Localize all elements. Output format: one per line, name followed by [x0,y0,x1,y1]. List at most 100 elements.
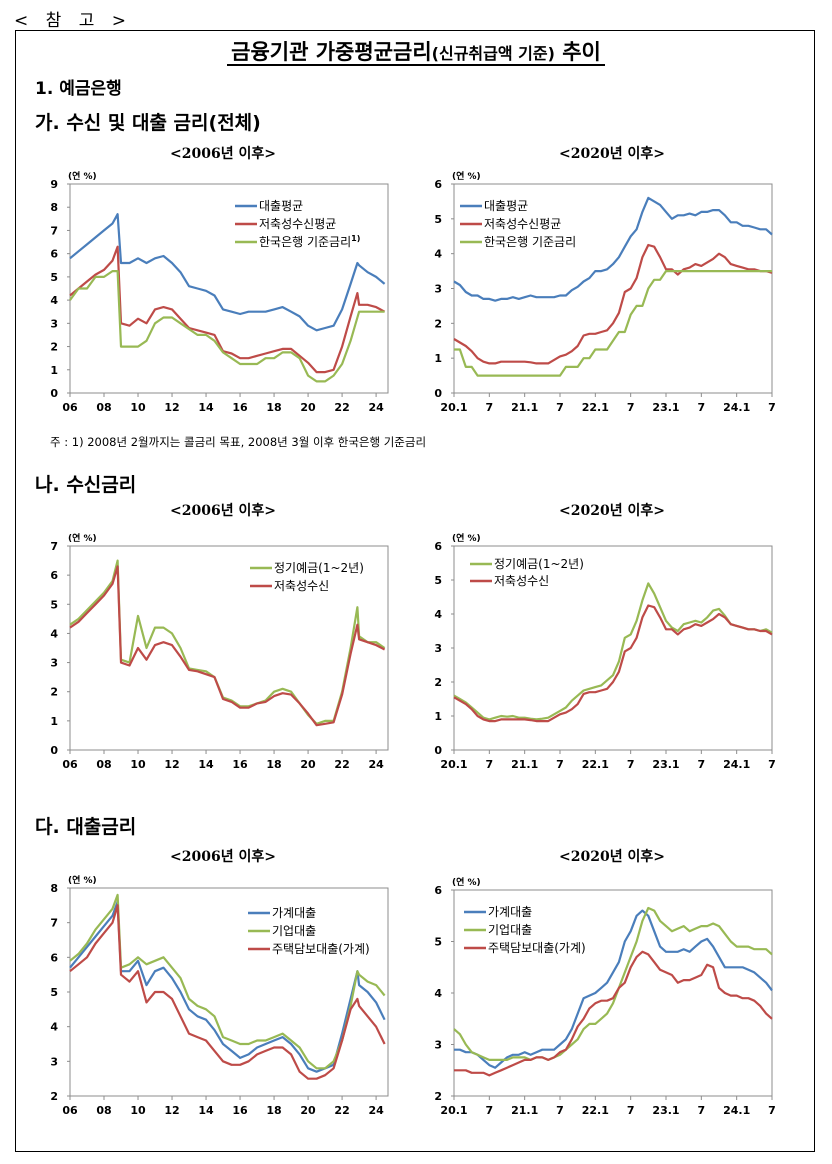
x-tick-label: 21.1 [511,401,538,414]
x-tick-label: 22.1 [582,758,609,771]
x-tick-label: 10 [130,1104,146,1117]
legend-label: 정기예금(1~2년) [494,557,584,571]
series-line-2 [69,565,386,727]
y-tick-label: 0 [50,744,58,757]
y-tick-label: 4 [434,248,442,261]
x-tick-label: 08 [96,758,111,771]
series-line-1 [454,909,773,1069]
x-tick-label: 18 [266,1104,281,1117]
chart-c-short: 2 3 4 5 6 20.1 7 21.1 7 22.1 7 23.1 7 24.1 7 (연 %) 가계대출기… [434,877,775,1117]
x-tick-label: 7 [486,401,494,414]
subtitle-a-2006: <2006년 이후> [170,146,276,162]
y-tick-label: 6 [434,540,442,553]
y-tick-label: 1 [434,710,442,723]
chart-b-short: 0 1 2 3 4 5 6 20.1 7 21.1 7 22.1 7 23.1 7 24.1 7 (연 %) 정기예… [434,533,775,771]
series-line-2 [453,906,773,1061]
legend-label: 대출평균 [259,199,303,213]
x-tick-label: 21.1 [511,758,538,771]
series-line-1 [453,196,773,302]
x-tick-label: 14 [198,758,214,771]
series-line-3 [454,950,773,1077]
y-tick-label: 9 [50,178,58,191]
y-tick-label: 5 [434,574,442,587]
y-tick-label: 6 [50,569,58,582]
x-tick-label: 06 [62,401,78,414]
x-tick-label: 16 [232,1104,248,1117]
y-tick-label: 3 [434,283,442,296]
x-tick-label: 7 [698,401,706,414]
title-paren: (신규취급액 기준) [431,44,555,63]
y-tick-label: 3 [434,642,442,655]
x-tick-label: 7 [556,758,564,771]
series-line-2 [453,604,773,723]
x-tick-label: 7 [556,401,564,414]
x-tick-label: 20.1 [440,1104,467,1117]
x-tick-label: 22.1 [582,401,609,414]
plot-area [453,889,773,1097]
y-tick-label: 0 [434,387,442,400]
x-tick-label: 08 [96,401,111,414]
legend-label: 저축성수신평균 [259,217,336,231]
subtitle-a-2020: <2020년 이후> [559,146,665,162]
y-tick-label: 5 [434,936,442,949]
y-tick-label: 1 [50,364,58,377]
legend-label: 저축성수신평균 [484,217,561,231]
y-tick-label: 3 [50,317,58,330]
x-tick-label: 18 [266,758,281,771]
legend-label: 가계대출 [488,905,532,919]
x-tick-label: 21.1 [511,1104,538,1117]
x-tick-label: 22 [334,758,349,771]
x-tick-label: 20.1 [440,401,467,414]
legend-footnote-marker: 1) [351,234,360,243]
x-tick-label: 7 [486,758,494,771]
y-tick-label: 5 [50,271,58,284]
unit-label: (연 %) [452,877,481,888]
x-tick-label: 24.1 [723,1104,750,1117]
unit-label: (연 %) [452,171,481,182]
x-tick-label: 22 [334,401,349,414]
y-tick-label: 0 [434,744,442,757]
x-tick-label: 06 [62,1104,78,1117]
y-tick-label: 6 [50,951,58,964]
legend-label: 저축성수신 [274,579,329,593]
legend-label: 정기예금(1~2년) [274,561,364,575]
plot-area [69,183,389,394]
footnote: 주 : 1) 2008년 2월까지는 콜금리 목표, 2008년 3월 이후 한… [50,435,427,449]
y-tick-label: 7 [50,540,58,553]
legend-label: 한국은행 기준금리 [484,234,576,249]
x-tick-label: 24.1 [723,401,750,414]
x-tick-label: 16 [232,401,248,414]
legend-label: 대출평균 [484,199,528,213]
x-tick-label: 24.1 [723,758,750,771]
y-tick-label: 3 [50,1055,58,1068]
y-tick-label: 4 [50,1021,58,1034]
y-tick-label: 6 [434,884,442,897]
x-tick-label: 24 [368,401,384,414]
chart-a-short: 0 1 2 3 4 5 6 20.1 7 21.1 7 22.1 7 23.1 7 24.1 7 (연 %) 대출평… [434,171,775,414]
y-tick-label: 5 [50,986,58,999]
x-tick-label: 23.1 [652,401,679,414]
x-tick-label: 20.1 [440,758,467,771]
y-tick-label: 2 [434,317,442,330]
y-tick-label: 3 [50,657,58,670]
series-line-3 [454,269,772,377]
x-tick-label: 12 [164,758,179,771]
legend-label: 한국은행 기준금리1) [259,234,360,249]
y-tick-label: 4 [434,987,442,1000]
series-line-2 [453,243,773,365]
chart-c-long: 2 3 4 5 6 7 8 06 08 10 12 14 16 18 20 22 24 (연 %) 가계대출기업대출… [50,875,389,1117]
page-title: 금융기관 가중평균금리(신규취급액 기준) 추이 [0,36,832,66]
x-tick-label: 20 [300,401,316,414]
unit-label: (연 %) [452,533,481,544]
unit-label: (연 %) [68,171,97,182]
y-tick-label: 2 [50,341,58,354]
y-tick-label: 5 [434,213,442,226]
y-tick-label: 8 [50,201,58,214]
unit-label: (연 %) [68,533,97,544]
y-tick-label: 7 [50,917,58,930]
x-tick-label: 12 [164,401,179,414]
x-tick-label: 24 [368,758,384,771]
y-tick-label: 4 [50,627,58,640]
